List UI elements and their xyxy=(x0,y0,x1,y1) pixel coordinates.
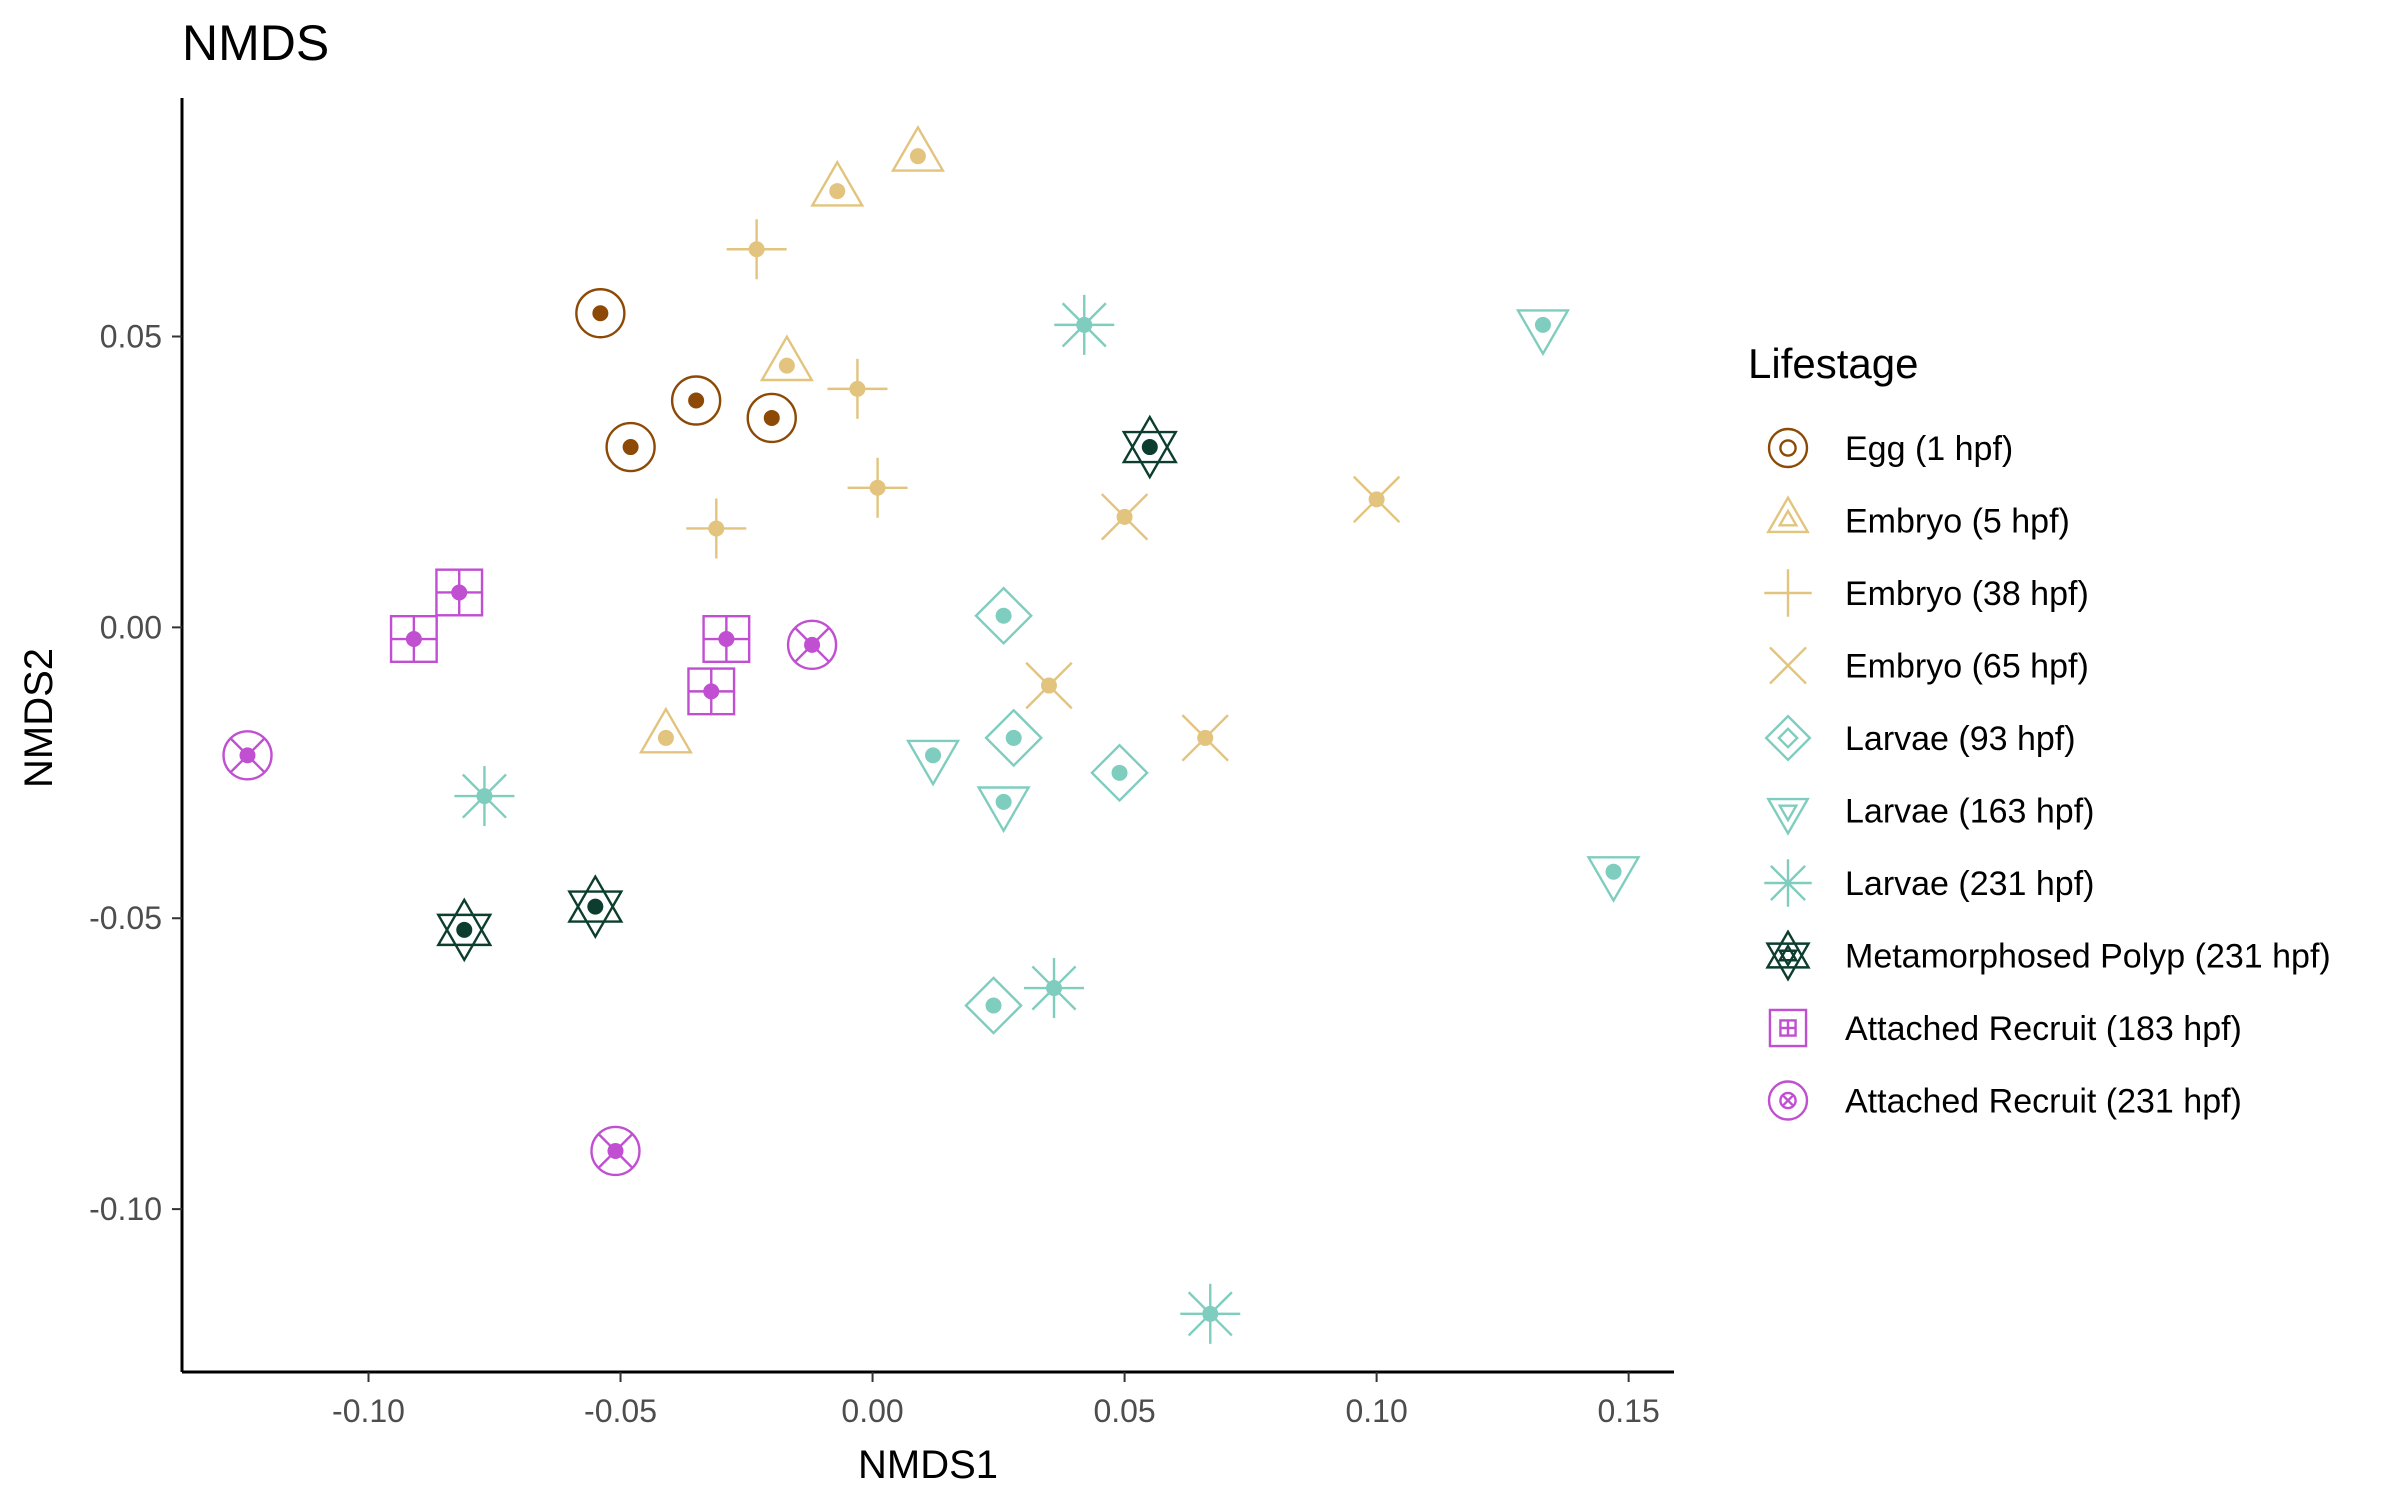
data-point xyxy=(964,976,1023,1035)
data-point xyxy=(389,615,438,664)
series-larvae-93-hpf xyxy=(964,586,1149,1035)
legend-key-star-david xyxy=(1765,929,1811,982)
legend-key-plus xyxy=(1764,569,1812,617)
x-tick-label: 0.15 xyxy=(1597,1393,1659,1429)
legend-item-attached-recruit-183-hpf: Attached Recruit (183 hpf) xyxy=(1768,1008,2242,1048)
legend-label: Attached Recruit (231 hpf) xyxy=(1845,1083,2242,1121)
y-tick-label: -0.05 xyxy=(89,900,162,936)
legend-label: Larvae (93 hpf) xyxy=(1845,720,2076,758)
data-point xyxy=(702,615,751,664)
x-tick-label: 0.00 xyxy=(841,1393,903,1429)
data-point xyxy=(906,739,961,787)
data-point xyxy=(1121,414,1178,480)
y-tick-label: 0.05 xyxy=(100,319,162,355)
legend-item-larvae-93-hpf: Larvae (93 hpf) xyxy=(1764,714,2076,762)
data-point xyxy=(454,766,515,827)
y-tick-label: -0.10 xyxy=(89,1191,162,1227)
data-point xyxy=(1352,475,1401,524)
series-larvae-163-hpf xyxy=(906,309,1641,903)
x-axis-label: NMDS1 xyxy=(858,1443,998,1487)
chart-title: NMDS xyxy=(182,15,329,71)
data-point xyxy=(567,874,624,940)
data-point xyxy=(1025,661,1073,710)
legend-item-attached-recruit-231-hpf: Attached Recruit (231 hpf) xyxy=(1767,1080,2242,1121)
legend-label: Egg (1 hpf) xyxy=(1845,430,2013,468)
legend-item-egg-1-hpf: Egg (1 hpf) xyxy=(1767,427,2013,469)
legend-item-larvae-163-hpf: Larvae (163 hpf) xyxy=(1766,793,2095,836)
x-tick-label: 0.10 xyxy=(1345,1393,1407,1429)
x-tick-label: -0.10 xyxy=(332,1393,405,1429)
legend-label: Metamorphosed Polyp (231 hpf) xyxy=(1845,938,2331,976)
legend-key-asterisk xyxy=(1764,859,1812,907)
legend-label: Larvae (163 hpf) xyxy=(1845,793,2095,831)
x-tick-label: 0.05 xyxy=(1093,1393,1155,1429)
legend-key-diamond xyxy=(1764,714,1812,762)
data-point xyxy=(810,159,865,207)
data-point xyxy=(605,421,656,473)
data-point xyxy=(686,498,747,559)
data-point xyxy=(222,730,273,781)
data-point xyxy=(759,334,814,382)
legend: Lifestage Egg (1 hpf) Embryo (5 hpf) Embry… xyxy=(1748,340,2331,1121)
legend-key-square-plus xyxy=(1768,1008,1808,1048)
legend-key-triangle-down xyxy=(1766,797,1810,836)
series-embryo-65-hpf xyxy=(1025,475,1401,762)
data-point xyxy=(1024,958,1085,1019)
x-axis: -0.10 -0.05 0.00 0.05 0.10 0.15 xyxy=(182,1370,1674,1429)
data-point xyxy=(1054,294,1115,355)
legend-key-cross xyxy=(1769,646,1807,685)
plot-area xyxy=(222,124,1641,1344)
data-point xyxy=(1180,1283,1241,1344)
y-axis-label: NMDS2 xyxy=(17,648,61,788)
legend-item-embryo-65-hpf: Embryo (65 hpf) xyxy=(1769,646,2089,686)
series-larvae-231-hpf xyxy=(454,294,1241,1344)
data-point xyxy=(435,568,484,617)
data-point xyxy=(638,706,693,754)
legend-items: Egg (1 hpf) Embryo (5 hpf) Embryo (38 hpf)… xyxy=(1764,427,2331,1121)
data-point xyxy=(1100,493,1149,541)
legend-item-metamorphosed-polyp-231-hpf: Metamorphosed Polyp (231 hpf) xyxy=(1765,929,2331,982)
data-point xyxy=(786,619,838,671)
legend-label: Embryo (65 hpf) xyxy=(1845,648,2089,686)
data-point xyxy=(575,288,626,339)
data-point xyxy=(726,219,787,280)
series-embryo-38-hpf xyxy=(686,219,908,559)
data-point xyxy=(976,786,1031,834)
data-point xyxy=(1586,856,1641,903)
legend-item-embryo-38-hpf: Embryo (38 hpf) xyxy=(1764,569,2089,617)
legend-key-circle-x xyxy=(1767,1080,1809,1121)
y-axis: -0.10 -0.05 0.00 0.05 xyxy=(89,98,184,1372)
series-metamorphosed-polyp-231-hpf xyxy=(436,414,1178,963)
data-point xyxy=(436,897,493,963)
series-embryo-5-hpf xyxy=(638,124,945,754)
legend-title: Lifestage xyxy=(1748,340,1918,387)
data-point xyxy=(1181,714,1229,762)
data-point xyxy=(1090,743,1149,803)
legend-label: Larvae (231 hpf) xyxy=(1845,865,2095,903)
data-point xyxy=(984,708,1043,768)
data-point xyxy=(746,392,797,444)
legend-item-embryo-5-hpf: Embryo (5 hpf) xyxy=(1766,495,2070,541)
x-tick-label: -0.05 xyxy=(584,1393,657,1429)
legend-label: Embryo (38 hpf) xyxy=(1845,575,2089,613)
data-point xyxy=(847,457,908,518)
data-point xyxy=(974,586,1033,646)
data-point xyxy=(590,1125,641,1177)
data-point xyxy=(890,124,945,172)
legend-label: Embryo (5 hpf) xyxy=(1845,503,2070,541)
legend-key-triangle-up xyxy=(1766,495,1810,534)
series-egg-1-hpf xyxy=(575,288,797,473)
legend-label: Attached Recruit (183 hpf) xyxy=(1845,1010,2242,1048)
y-tick-label: 0.00 xyxy=(100,609,162,645)
legend-key-circle-ring xyxy=(1767,427,1809,469)
series-attached-recruit-231-hpf xyxy=(222,619,838,1177)
data-point xyxy=(687,667,736,716)
data-point xyxy=(1515,309,1570,357)
data-point xyxy=(827,358,888,419)
legend-item-larvae-231-hpf: Larvae (231 hpf) xyxy=(1764,859,2095,907)
data-point xyxy=(670,375,722,426)
series-attached-recruit-183-hpf xyxy=(389,568,751,716)
